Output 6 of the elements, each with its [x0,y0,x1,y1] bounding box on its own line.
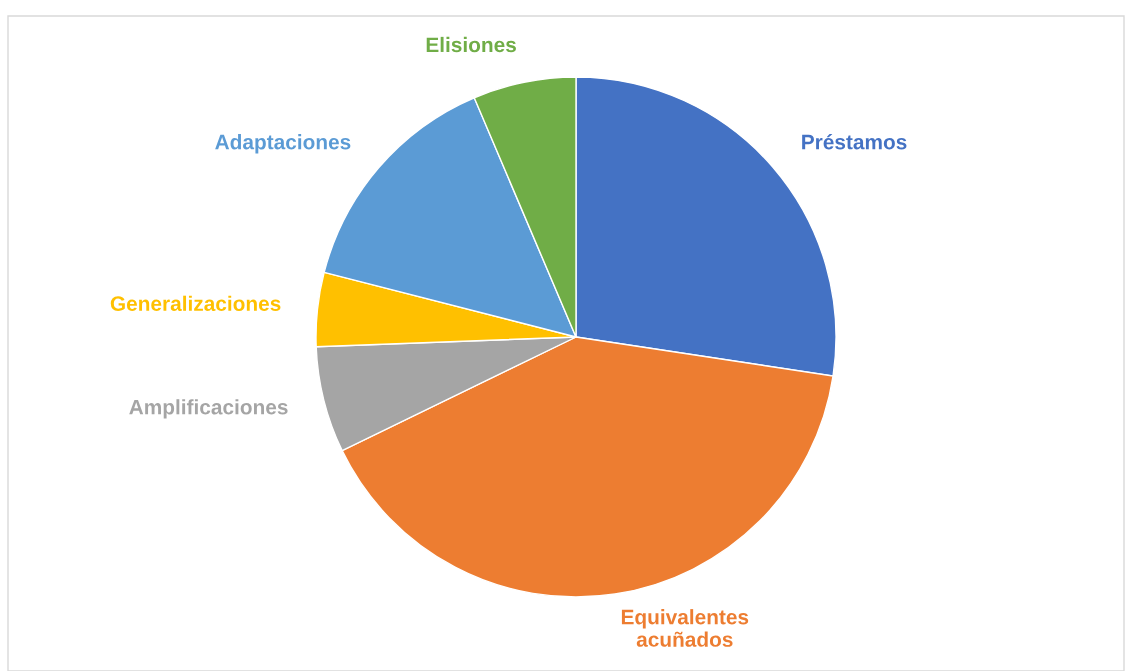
slice-label: Préstamos [802,133,907,150]
slice-label: Adaptaciones [215,134,351,154]
slice-label: Equivalentes acuñados [621,609,749,647]
slice-label: Amplificaciones [129,399,288,419]
slice-label: Elisiones [426,36,516,53]
slice-label: Generalizaciones [110,295,281,311]
